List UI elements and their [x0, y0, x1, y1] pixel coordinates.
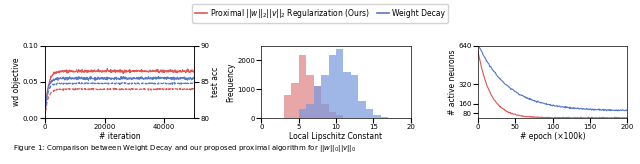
Bar — [321, 75, 328, 118]
Bar — [291, 83, 299, 118]
Bar — [366, 109, 373, 118]
Y-axis label: test acc: test acc — [211, 67, 220, 97]
Bar — [284, 95, 291, 118]
Y-axis label: wd objective: wd objective — [12, 58, 21, 106]
Bar — [336, 115, 344, 118]
Bar — [306, 104, 314, 118]
Bar — [344, 72, 351, 118]
Bar — [299, 55, 306, 118]
Bar — [351, 75, 358, 118]
Bar — [328, 55, 336, 118]
Bar — [314, 86, 321, 118]
Y-axis label: # active neurons: # active neurons — [448, 49, 457, 115]
X-axis label: # iteration: # iteration — [99, 132, 140, 141]
Bar — [321, 104, 328, 118]
Bar — [299, 109, 306, 118]
Text: Figure 1: Comparison between Weight Decay and our proposed proximal algorithm fo: Figure 1: Comparison between Weight Deca… — [13, 143, 356, 154]
Bar — [314, 86, 321, 118]
Bar — [328, 112, 336, 118]
Y-axis label: Frequency: Frequency — [227, 62, 236, 102]
Bar — [336, 49, 344, 118]
Bar — [306, 75, 314, 118]
Legend: Proximal $||w||_2||v||_2$ Regularization (Ours), Weight Decay: Proximal $||w||_2||v||_2$ Regularization… — [193, 4, 447, 23]
Bar — [358, 101, 366, 118]
X-axis label: Local Lipschitz Constant: Local Lipschitz Constant — [289, 132, 383, 141]
Bar — [381, 117, 388, 118]
X-axis label: # epoch (×100k): # epoch (×100k) — [520, 132, 586, 141]
Bar — [373, 115, 381, 118]
